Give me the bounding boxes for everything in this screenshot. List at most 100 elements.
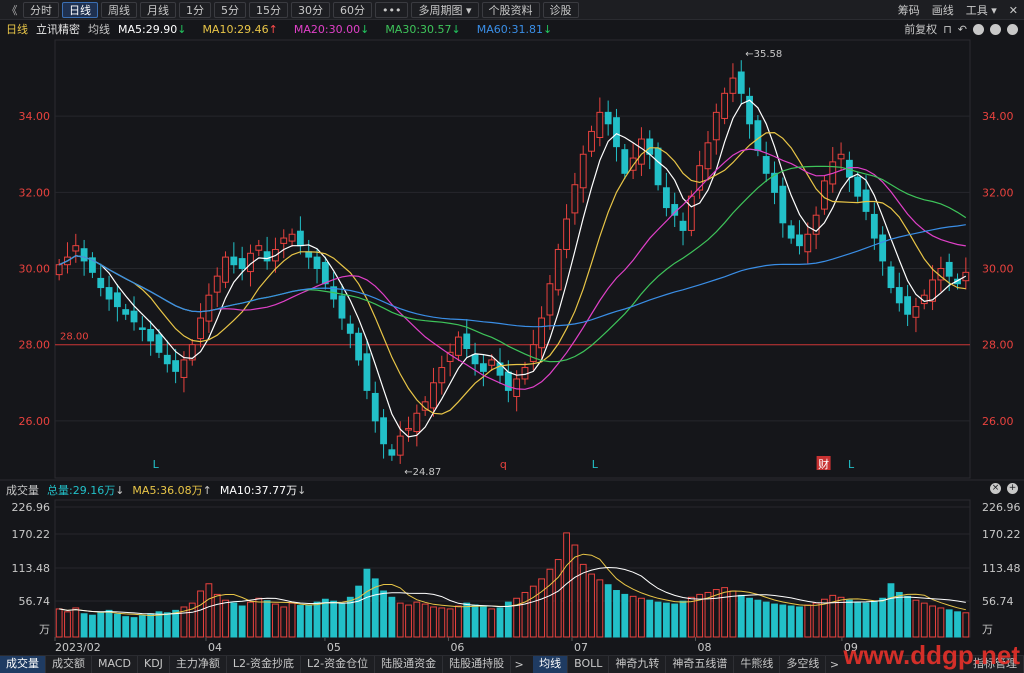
volume-bar bbox=[371, 578, 379, 638]
tab-l2-position[interactable]: L2-资金仓位 bbox=[301, 656, 376, 673]
diagnose-button[interactable]: 诊股 bbox=[542, 1, 579, 18]
volume-bar bbox=[197, 590, 204, 638]
volume-bar bbox=[479, 606, 487, 638]
candle-body bbox=[430, 382, 437, 409]
candle-body bbox=[854, 176, 862, 197]
price-tick-label-right: 30.00 bbox=[982, 263, 1014, 276]
candle-body bbox=[205, 294, 213, 322]
tab-bull-bear[interactable]: 牛熊线 bbox=[734, 656, 781, 673]
candle-body bbox=[230, 256, 238, 266]
candle-body bbox=[413, 412, 421, 433]
candle-body bbox=[496, 362, 504, 376]
volume-bar bbox=[222, 599, 229, 638]
tab-macd[interactable]: MACD bbox=[92, 656, 138, 673]
vol-close-icon[interactable]: × bbox=[990, 483, 1001, 494]
scroll-right-icon[interactable]: > bbox=[514, 658, 524, 671]
tab-five-line[interactable]: 神奇五线谱 bbox=[666, 656, 735, 673]
ma20-value: MA20:30.00 bbox=[293, 22, 361, 36]
tab-nine-turn[interactable]: 神奇九转 bbox=[609, 656, 667, 673]
volume-tick-left: 113.48 bbox=[12, 562, 51, 575]
tab-monthly[interactable]: 月线 bbox=[140, 1, 176, 18]
volume-bar bbox=[330, 600, 338, 638]
tab-turnover[interactable]: 成交额 bbox=[46, 656, 92, 673]
close-panel-icon[interactable]: × bbox=[1007, 22, 1018, 36]
candle-body bbox=[704, 142, 712, 170]
volume-bar bbox=[945, 609, 953, 638]
volume-bar bbox=[529, 585, 537, 638]
scroll-right-icon-2[interactable]: > bbox=[829, 658, 840, 671]
extreme-annotation: ←35.58 bbox=[745, 49, 782, 60]
more-periods-button[interactable]: ••• bbox=[375, 1, 409, 18]
tab-30min[interactable]: 30分 bbox=[291, 1, 330, 18]
event-marker: L bbox=[848, 458, 855, 471]
volume-bar bbox=[737, 594, 745, 638]
multi-period-dropdown[interactable]: 多周期图 ▾ bbox=[411, 1, 479, 18]
ma10-value: MA10:29.46 bbox=[202, 22, 269, 36]
tab-volume[interactable]: 成交量 bbox=[0, 656, 46, 673]
stock-info-button[interactable]: 个股资料 bbox=[481, 1, 540, 18]
volume-bar bbox=[430, 606, 437, 638]
volume-bar bbox=[413, 601, 421, 638]
volume-bars bbox=[55, 532, 970, 638]
ma60-value: MA60:31.81 bbox=[476, 22, 543, 36]
adjust-type-button[interactable]: 前复权 bbox=[904, 23, 938, 36]
tab-long-short[interactable]: 多空线 bbox=[780, 656, 827, 673]
indicator-type[interactable]: 均线 bbox=[88, 23, 110, 36]
volume-bar bbox=[937, 607, 945, 638]
tab-ma[interactable]: 均线 bbox=[533, 656, 569, 673]
candle-body bbox=[737, 71, 745, 94]
tab-15min[interactable]: 15分 bbox=[249, 1, 288, 18]
tab-fenshi[interactable]: 分时 bbox=[23, 1, 59, 18]
volume-bar bbox=[213, 593, 221, 638]
ma60-arrow-icon: ↓ bbox=[542, 22, 553, 36]
volume-ma10: MA10:37.77万 bbox=[219, 484, 298, 497]
candle-body bbox=[538, 317, 546, 349]
tab-hk-flow[interactable]: 陆股通资金 bbox=[375, 656, 444, 673]
tools-dropdown[interactable]: 工具 ▾ bbox=[965, 4, 997, 17]
candle-body bbox=[313, 256, 321, 270]
candle-body bbox=[546, 283, 554, 316]
vol-add-icon[interactable]: + bbox=[1007, 483, 1018, 494]
candle-body bbox=[621, 149, 629, 174]
volume-bar bbox=[538, 578, 546, 638]
lock-icon[interactable]: ⊓ bbox=[943, 22, 952, 36]
tab-kdj[interactable]: KDJ bbox=[138, 656, 170, 673]
volume-bar bbox=[363, 568, 371, 638]
volume-bar bbox=[72, 607, 80, 638]
undo-icon[interactable]: ↶ bbox=[957, 22, 967, 36]
candle-body bbox=[754, 120, 762, 151]
volume-bar bbox=[679, 600, 687, 638]
zoom-in-icon[interactable]: + bbox=[973, 22, 984, 36]
back-icon[interactable]: 《 bbox=[6, 3, 18, 17]
tab-1min[interactable]: 1分 bbox=[179, 1, 211, 18]
candle-body bbox=[180, 359, 188, 378]
volume-bar bbox=[521, 591, 529, 638]
tab-l2-bottom[interactable]: L2-资金抄底 bbox=[227, 656, 302, 673]
draw-line-button[interactable]: 画线 bbox=[931, 4, 954, 17]
volume-bar bbox=[571, 544, 579, 638]
volume-bar bbox=[471, 604, 479, 638]
close-icon[interactable]: ✕ bbox=[1008, 3, 1018, 17]
ma5-arrow-icon: ↓ bbox=[177, 22, 187, 36]
event-marker-bg bbox=[816, 456, 831, 470]
tab-weekly[interactable]: 周线 bbox=[101, 1, 137, 18]
candle-body bbox=[288, 233, 296, 242]
candle-body bbox=[263, 251, 271, 262]
kline-chart[interactable]: 26.00 26.00 28.00 28.00 30.00 30.00 32.00 32.00… bbox=[0, 0, 1024, 655]
zoom-out-icon[interactable]: − bbox=[990, 22, 1001, 36]
tab-5min[interactable]: 5分 bbox=[214, 1, 246, 18]
tab-daily[interactable]: 日线 bbox=[62, 1, 98, 18]
price-tick-label-left: 32.00 bbox=[19, 186, 51, 199]
candle-body bbox=[796, 234, 803, 247]
chips-button[interactable]: 筹码 bbox=[897, 4, 920, 17]
candle-body bbox=[55, 264, 63, 276]
tab-hk-hold[interactable]: 陆股通持股 bbox=[443, 656, 512, 673]
tab-60min[interactable]: 60分 bbox=[333, 1, 372, 18]
tab-boll[interactable]: BOLL bbox=[568, 656, 610, 673]
x-tick-label: 06 bbox=[450, 641, 464, 654]
volume-bar bbox=[247, 601, 254, 638]
candle-body bbox=[696, 165, 704, 191]
candle-body bbox=[588, 130, 595, 152]
tab-main-net[interactable]: 主力净额 bbox=[170, 656, 227, 673]
candle-body bbox=[305, 251, 313, 258]
